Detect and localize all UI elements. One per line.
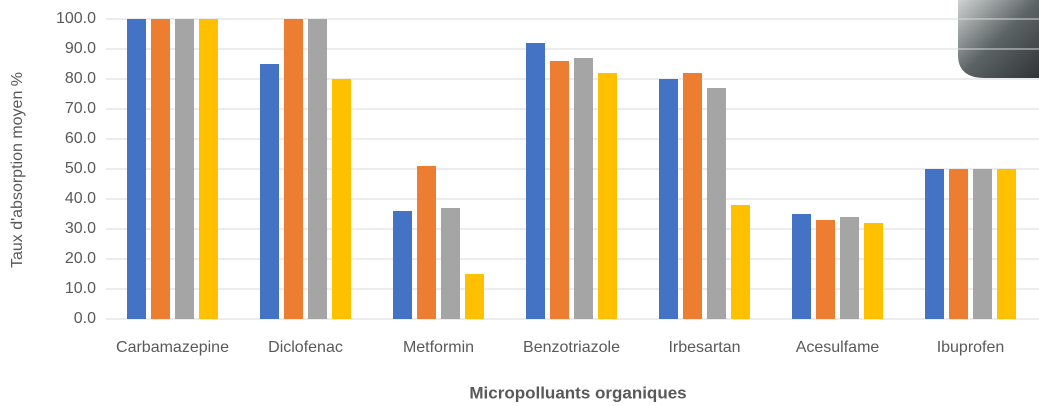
bar xyxy=(731,205,750,319)
bar xyxy=(925,169,944,319)
y-tick-label: 20.0 xyxy=(65,250,96,267)
bar xyxy=(550,61,569,319)
y-tick-label: 100.0 xyxy=(56,10,96,27)
bar xyxy=(864,223,883,319)
bar xyxy=(393,211,412,319)
y-tick-label: 60.0 xyxy=(65,130,96,147)
x-tick-label: Carbamazepine xyxy=(116,339,229,356)
y-tick-label: 40.0 xyxy=(65,190,96,207)
bar xyxy=(441,208,460,319)
bar xyxy=(816,220,835,319)
y-tick-label: 0.0 xyxy=(74,310,96,327)
bar xyxy=(973,169,992,319)
bar xyxy=(151,19,170,319)
y-tick-label: 30.0 xyxy=(65,220,96,237)
bar xyxy=(332,79,351,319)
bar xyxy=(127,19,146,319)
bar xyxy=(199,19,218,319)
photo xyxy=(958,0,1039,78)
x-tick-label: Ibuprofen xyxy=(937,339,1005,356)
bar xyxy=(574,58,593,319)
y-tick-label: 80.0 xyxy=(65,70,96,87)
bar xyxy=(840,217,859,319)
y-tick-label: 70.0 xyxy=(65,100,96,117)
bar xyxy=(175,19,194,319)
bar xyxy=(598,73,617,319)
y-tick-label: 10.0 xyxy=(65,280,96,297)
bar xyxy=(792,214,811,319)
bar xyxy=(308,19,327,319)
x-tick-label: Benzotriazole xyxy=(523,339,620,356)
bar xyxy=(417,166,436,319)
bar xyxy=(260,64,279,319)
y-tick-label: 90.0 xyxy=(65,40,96,57)
x-tick-label: Diclofenac xyxy=(268,339,343,356)
x-tick-label: Metformin xyxy=(403,339,474,356)
x-tick-label: Acesulfame xyxy=(796,339,880,356)
bar xyxy=(465,274,484,319)
bar xyxy=(949,169,968,319)
x-tick-label: Irbesartan xyxy=(668,339,740,356)
bar xyxy=(683,73,702,319)
bar xyxy=(707,88,726,319)
y-axis-title: Taux d'absorption moyen % xyxy=(9,72,26,268)
bar xyxy=(997,169,1016,319)
bar xyxy=(659,79,678,319)
y-tick-label: 50.0 xyxy=(65,160,96,177)
x-axis-title: Micropolluants organiques xyxy=(469,383,686,402)
bar xyxy=(526,43,545,319)
chart: Taux d'absorption moyen % Micropolluants… xyxy=(0,0,1039,406)
bar xyxy=(284,19,303,319)
